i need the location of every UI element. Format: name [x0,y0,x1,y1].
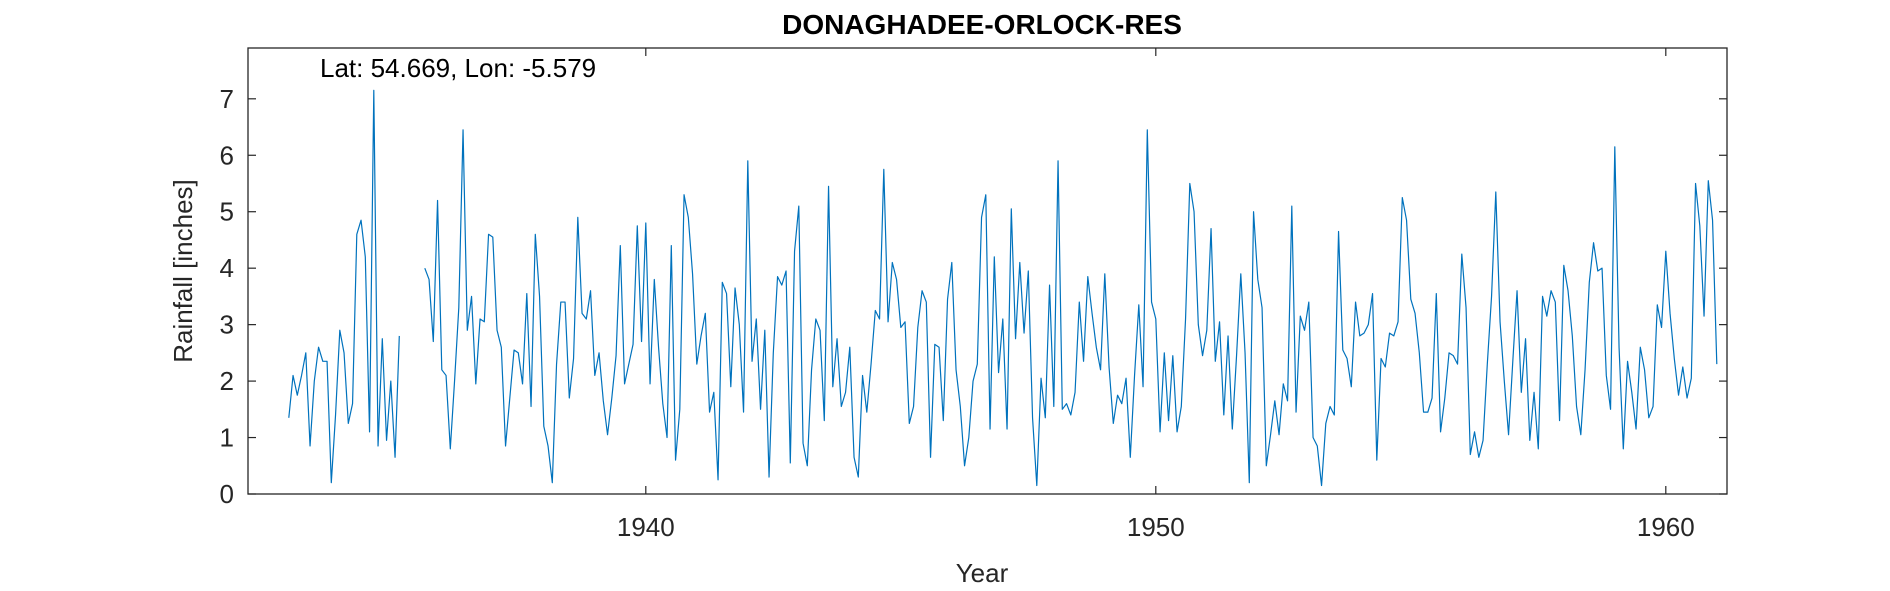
y-axis-label: Rainfall [inches] [168,179,198,363]
rainfall-series-line [288,89,1718,487]
chart-title: DONAGHADEE-ORLOCK-RES [782,9,1182,40]
x-tick-label: 1950 [1127,512,1185,542]
y-tick-label: 3 [220,310,234,340]
x-axis-label: Year [956,558,1009,588]
y-tick-label: 0 [220,479,234,509]
lat-lon-annotation: Lat: 54.669, Lon: -5.579 [320,53,596,83]
y-tick-label: 6 [220,140,234,170]
y-tick-label: 5 [220,197,234,227]
plot-box [247,47,1728,495]
x-tick-label: 1940 [617,512,675,542]
y-tick-label: 2 [220,366,234,396]
axes-frame [247,47,1728,495]
y-tick-label: 4 [220,253,234,283]
y-tick-label: 7 [220,84,234,114]
y-tick-label: 1 [220,423,234,453]
x-tick-label: 1960 [1637,512,1695,542]
ticks-group: 0 1 2 3 4 5 6 7 1940 1950 1960 [220,48,1727,542]
